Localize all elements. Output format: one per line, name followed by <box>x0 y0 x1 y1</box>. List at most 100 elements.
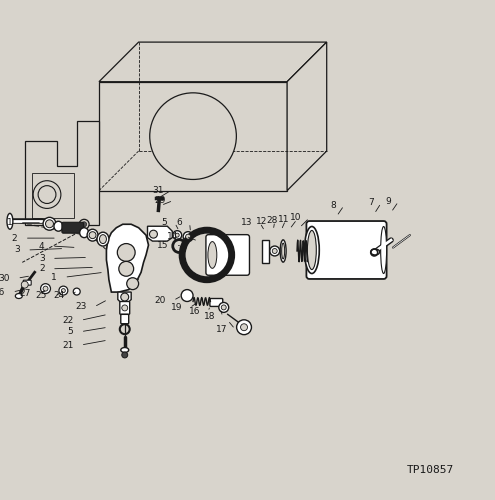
Ellipse shape <box>46 220 53 228</box>
Circle shape <box>270 246 280 256</box>
Circle shape <box>122 352 128 358</box>
Text: 31: 31 <box>152 186 163 195</box>
Text: 4: 4 <box>39 242 45 250</box>
Ellipse shape <box>121 348 129 352</box>
Text: 12: 12 <box>256 217 267 226</box>
Text: 8: 8 <box>331 201 337 210</box>
Circle shape <box>33 180 61 208</box>
Text: 5: 5 <box>161 218 167 228</box>
FancyBboxPatch shape <box>306 221 387 279</box>
Circle shape <box>173 230 182 239</box>
Ellipse shape <box>304 226 319 274</box>
Circle shape <box>82 222 87 226</box>
Ellipse shape <box>80 228 89 237</box>
Text: 2: 2 <box>39 264 45 274</box>
Text: 9: 9 <box>385 197 391 206</box>
FancyBboxPatch shape <box>210 298 223 306</box>
Circle shape <box>127 278 139 289</box>
Ellipse shape <box>381 226 387 274</box>
Text: 15: 15 <box>157 240 168 250</box>
Polygon shape <box>287 42 327 190</box>
FancyBboxPatch shape <box>206 234 249 275</box>
Text: 3: 3 <box>39 254 45 263</box>
Circle shape <box>59 286 68 295</box>
Circle shape <box>272 248 277 254</box>
Circle shape <box>61 288 65 292</box>
Ellipse shape <box>97 232 109 246</box>
Ellipse shape <box>309 236 314 266</box>
Text: 6: 6 <box>176 218 182 228</box>
Text: 13: 13 <box>241 218 252 228</box>
Circle shape <box>117 244 135 262</box>
Circle shape <box>43 286 48 291</box>
Circle shape <box>219 302 229 312</box>
Circle shape <box>38 186 56 204</box>
FancyBboxPatch shape <box>23 280 31 285</box>
Ellipse shape <box>7 214 13 229</box>
Ellipse shape <box>99 234 106 244</box>
FancyBboxPatch shape <box>262 240 269 263</box>
Circle shape <box>122 305 128 311</box>
Circle shape <box>183 232 193 241</box>
Ellipse shape <box>307 234 316 268</box>
Text: 17: 17 <box>216 324 228 334</box>
Text: 1: 1 <box>6 218 12 228</box>
Text: 21: 21 <box>62 340 73 349</box>
Polygon shape <box>25 122 99 225</box>
Ellipse shape <box>150 93 237 180</box>
Text: 7: 7 <box>368 198 374 207</box>
Ellipse shape <box>282 243 285 259</box>
Circle shape <box>181 290 193 302</box>
Text: TP10857: TP10857 <box>407 465 454 475</box>
Circle shape <box>41 284 50 294</box>
Text: 23: 23 <box>75 302 87 312</box>
Text: 20: 20 <box>154 296 166 305</box>
Circle shape <box>79 220 89 229</box>
Ellipse shape <box>89 232 96 238</box>
Circle shape <box>175 233 179 237</box>
Text: 30: 30 <box>0 274 10 282</box>
Polygon shape <box>99 42 327 82</box>
Ellipse shape <box>43 218 56 230</box>
FancyBboxPatch shape <box>62 222 84 233</box>
Ellipse shape <box>371 249 380 255</box>
Polygon shape <box>118 292 131 303</box>
Text: 29: 29 <box>154 196 166 205</box>
Circle shape <box>241 324 248 330</box>
Text: 5: 5 <box>67 327 73 336</box>
FancyBboxPatch shape <box>121 314 129 324</box>
Text: 28: 28 <box>267 216 278 225</box>
Text: 18: 18 <box>204 312 215 322</box>
Circle shape <box>21 281 28 288</box>
Ellipse shape <box>15 294 22 298</box>
FancyBboxPatch shape <box>120 302 130 314</box>
Polygon shape <box>148 226 172 241</box>
Text: 16: 16 <box>189 308 200 316</box>
Text: 14: 14 <box>167 232 178 240</box>
Circle shape <box>186 234 191 239</box>
Text: 25: 25 <box>36 291 47 300</box>
Ellipse shape <box>208 242 217 268</box>
Circle shape <box>186 234 228 276</box>
Text: 11: 11 <box>278 215 290 224</box>
Ellipse shape <box>54 222 63 231</box>
Text: 27: 27 <box>20 289 31 298</box>
Circle shape <box>221 305 226 310</box>
Ellipse shape <box>307 230 316 270</box>
Circle shape <box>73 288 80 295</box>
Text: 22: 22 <box>62 316 73 325</box>
Polygon shape <box>106 224 148 292</box>
Text: 3: 3 <box>14 246 20 254</box>
Polygon shape <box>99 82 287 190</box>
Circle shape <box>182 230 232 280</box>
Ellipse shape <box>280 240 286 262</box>
Ellipse shape <box>87 229 98 241</box>
Text: 2: 2 <box>12 234 17 242</box>
Text: 10: 10 <box>291 214 302 222</box>
Text: 1: 1 <box>51 272 57 281</box>
Text: 26: 26 <box>0 288 5 296</box>
Text: 19: 19 <box>171 304 182 312</box>
Circle shape <box>119 262 134 276</box>
Circle shape <box>121 293 129 301</box>
Circle shape <box>149 230 157 238</box>
